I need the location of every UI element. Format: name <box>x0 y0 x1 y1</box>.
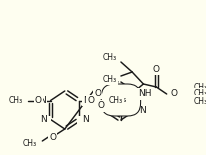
Bar <box>77 115 84 124</box>
Text: CH₃: CH₃ <box>193 97 206 106</box>
Text: O: O <box>49 133 56 142</box>
Text: CH₃: CH₃ <box>102 53 117 62</box>
Text: NH: NH <box>138 89 152 98</box>
Text: CH₃: CH₃ <box>108 96 123 105</box>
Text: O: O <box>88 96 95 105</box>
Text: O: O <box>94 89 101 97</box>
Text: N: N <box>82 115 89 124</box>
Text: CH₃: CH₃ <box>102 75 117 84</box>
Text: CH₃: CH₃ <box>193 89 206 98</box>
Text: Abs: Abs <box>114 97 128 103</box>
Text: O: O <box>97 102 104 111</box>
Text: O: O <box>153 64 160 73</box>
Text: N: N <box>139 106 146 115</box>
Text: N: N <box>83 96 90 105</box>
Text: CH₃: CH₃ <box>193 82 206 91</box>
Text: N: N <box>40 96 46 105</box>
Text: CH₃: CH₃ <box>9 96 23 105</box>
Text: O: O <box>170 89 177 98</box>
Text: CH₃: CH₃ <box>23 139 37 148</box>
Bar <box>44 115 50 124</box>
Text: O: O <box>35 96 42 105</box>
Text: N: N <box>40 115 47 124</box>
